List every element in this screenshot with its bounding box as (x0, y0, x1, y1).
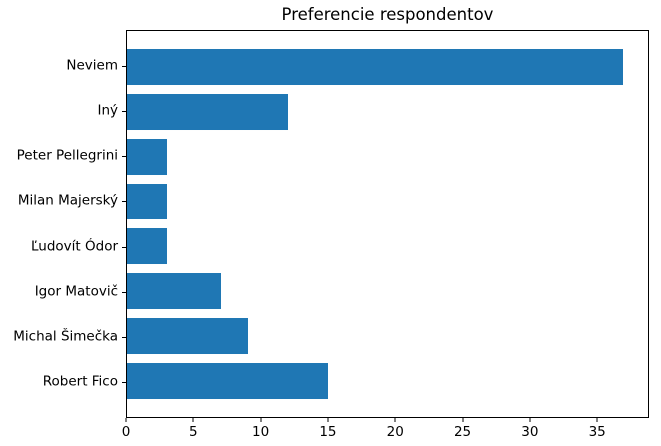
bar (127, 273, 221, 310)
x-tick-mark (125, 418, 127, 422)
y-axis-labels: Neviem Iný Peter Pellegrini Milan Majerský Ľ… (0, 30, 118, 418)
y-tick-label: Peter Pellegrini (16, 147, 118, 164)
x-tick-mark (260, 418, 262, 422)
x-tick-mark (596, 418, 598, 422)
x-tick-mark (462, 418, 464, 422)
y-tick-label: Iný (97, 102, 118, 119)
y-tick-mark (122, 156, 126, 158)
x-tick-label: 0 (121, 424, 131, 440)
x-tick-mark (327, 418, 329, 422)
x-tick-label: 5 (189, 424, 198, 440)
x-axis-ticks: 0 5 10 15 20 25 30 35 (122, 418, 649, 446)
x-tick-mark (529, 418, 531, 422)
y-tick-label: Robert Fico (42, 373, 118, 390)
y-tick-label: Ľudovít Ódor (31, 238, 118, 255)
x-tick-label: 20 (386, 424, 404, 440)
bar (127, 138, 168, 175)
x-tick-label: 30 (521, 424, 539, 440)
plot-area (126, 30, 649, 418)
bar (127, 228, 168, 265)
chart-title: Preferencie respondentov (281, 5, 494, 24)
y-tick-mark (122, 110, 126, 112)
x-tick-label: 25 (453, 424, 472, 440)
y-tick-label: Milan Majerský (17, 192, 118, 209)
x-tick-label: 35 (588, 424, 606, 440)
y-tick-mark (122, 337, 126, 339)
bar (127, 183, 168, 220)
y-tick-mark (122, 201, 126, 203)
y-tick-mark (122, 291, 126, 293)
bar (127, 363, 329, 400)
y-tick-label: Neviem (66, 57, 118, 74)
x-tick-mark (394, 418, 396, 422)
x-tick-mark (192, 418, 194, 422)
bar (127, 318, 248, 355)
y-tick-mark (122, 65, 126, 67)
x-tick-label: 10 (252, 424, 270, 440)
x-tick-label: 15 (319, 424, 337, 440)
bar (127, 93, 288, 130)
bar (127, 48, 624, 85)
y-tick-mark (122, 382, 126, 384)
y-tick-mark (122, 246, 126, 248)
y-tick-label: Igor Matovič (34, 283, 118, 300)
y-tick-label: Michal Šimečka (13, 328, 118, 345)
